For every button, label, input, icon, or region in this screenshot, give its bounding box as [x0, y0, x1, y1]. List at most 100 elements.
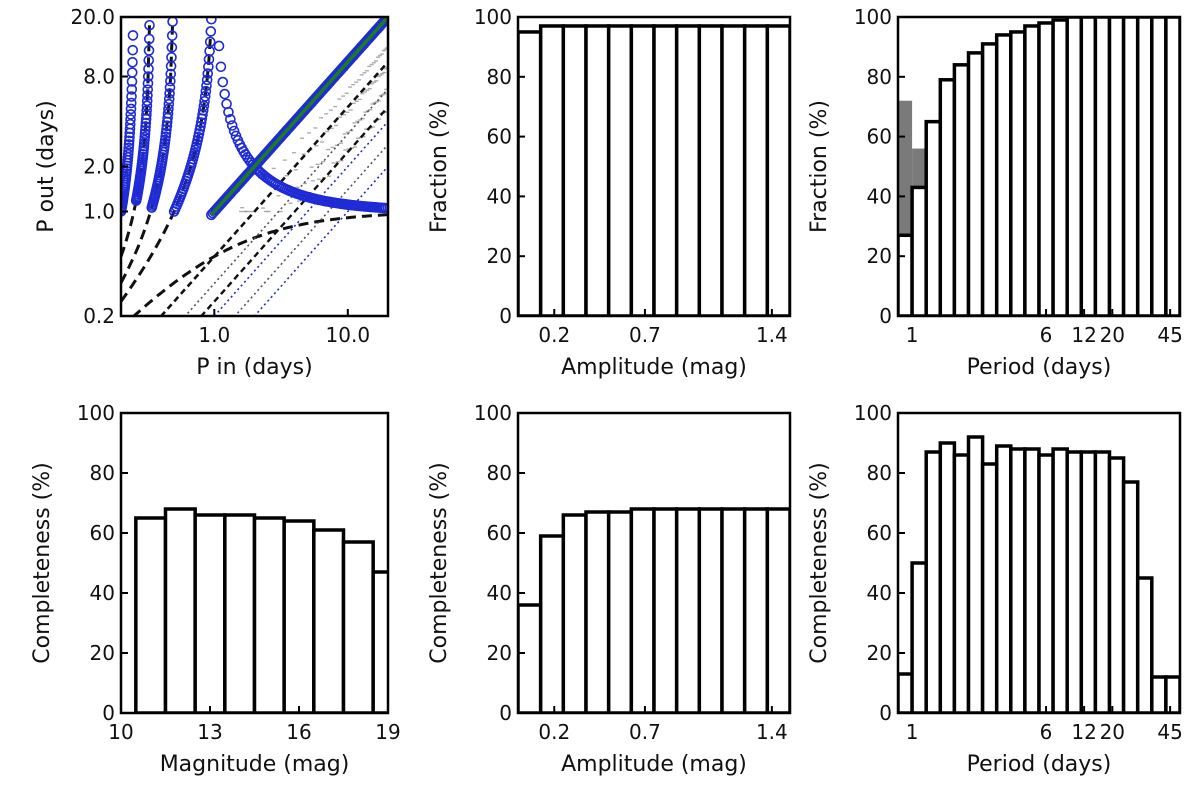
recovered-point: [160, 127, 172, 139]
alias-point: [334, 124, 339, 127]
x-tick-label: 6: [1040, 720, 1053, 744]
alias-point: [365, 89, 370, 91]
recovered-point: [166, 52, 177, 63]
x-tick-label: 1.0: [198, 323, 230, 347]
alias-point: [325, 130, 330, 133]
y-tick-label: 80: [867, 461, 892, 485]
alias-line-1: [199, 106, 388, 316]
bar-cumulative-4: [606, 24, 634, 316]
bar-cumulative-6: [652, 24, 679, 316]
alias-point: [355, 120, 360, 123]
alias-point: [370, 126, 375, 128]
bar-cumulative-10: [1037, 21, 1055, 316]
alias-line-3: [121, 34, 213, 303]
alias-point: [329, 127, 334, 130]
alias-point: [318, 117, 323, 119]
x-tick-label: 1: [906, 720, 919, 744]
faint-alias-points: [235, 23, 388, 213]
recovered-point: [199, 95, 210, 107]
recovered-point: [160, 131, 171, 142]
y-axis-label: P out (days): [34, 100, 59, 232]
y-axis-label: Completeness (%): [30, 462, 55, 664]
alias-point: [320, 141, 325, 143]
y-tick-label: 20: [487, 244, 512, 268]
alias-point: [382, 93, 387, 95]
alias-point: [354, 100, 359, 103]
bar-completeness-9: [1023, 447, 1041, 713]
recovered-point: [143, 45, 155, 56]
bar-completeness-14: [1093, 450, 1112, 713]
x-axis-label: Period (days): [967, 355, 1112, 380]
bar-cumulative-5: [966, 51, 985, 316]
recovered-point: [228, 125, 240, 137]
x-tick-label: 45: [1157, 720, 1182, 744]
alias-point: [379, 53, 384, 55]
alias-point: [313, 127, 318, 129]
axes-frame: [119, 411, 390, 715]
x-tick-label: 10.0: [326, 323, 371, 347]
bar-completeness-5: [966, 435, 985, 713]
bar-cumulative-7: [994, 33, 1013, 316]
bar-cumulative-18: [1150, 17, 1168, 316]
alias-point: [376, 75, 381, 78]
y-tick-label: 40: [487, 581, 512, 605]
alias-point: [352, 122, 357, 124]
x-tick-label: 16: [286, 720, 311, 744]
alias-point: [351, 83, 356, 86]
alias-point: [342, 133, 347, 135]
x-tick-label: 20: [1100, 720, 1125, 744]
bar-cumulative-2: [924, 119, 943, 316]
chart-p2: 0.2 0.7 1.4 0 20 40 60 80 100 Amplitude (mag) Frac…: [427, 5, 792, 380]
alias-point: [337, 98, 342, 100]
bar-completeness-11: [765, 507, 790, 713]
plot-area: [518, 24, 790, 316]
y-axis-label: Fraction (%): [807, 100, 832, 233]
recovered-point: [140, 117, 152, 129]
alias-point: [374, 80, 379, 82]
bar-completeness-6: [652, 507, 679, 713]
recovered-point: [223, 106, 234, 118]
y-tick-label: 2.0: [83, 155, 115, 179]
recovered-point: [141, 100, 153, 112]
recovered-point: [126, 67, 138, 78]
y-tick-label: 40: [90, 581, 115, 605]
recovered-point: [166, 30, 178, 41]
y-tick-label: 40: [867, 581, 892, 605]
bar-completeness-10: [742, 507, 770, 713]
bar-completeness-1: [910, 561, 928, 713]
y-tick-label: 60: [487, 521, 512, 545]
recovered-point: [165, 68, 177, 80]
recovered-point: [140, 125, 151, 136]
bar-completeness-2: [561, 513, 588, 713]
bar-cumulative-9: [1023, 24, 1041, 316]
y-tick-label: 100: [77, 401, 115, 425]
plot-area: [134, 507, 388, 713]
recovered-point: [142, 71, 154, 82]
y-tick-label: 80: [487, 461, 512, 485]
chart-p5: 0.2 0.7 1.4 0 20 40 60 80 100 Amplitude (mag) Comp…: [427, 401, 792, 777]
alias-point: [345, 111, 350, 113]
alias-point: [370, 83, 375, 85]
alias-point: [296, 200, 301, 202]
bar-cumulative-8: [1009, 30, 1027, 316]
recovered-point: [140, 121, 151, 133]
harmonic-dotted-line-1: [213, 120, 388, 316]
bar-cumulative-19: [1164, 17, 1180, 316]
identity-line: [210, 17, 388, 216]
alias-point: [358, 119, 363, 121]
plot-area: [518, 507, 790, 713]
alias-point: [310, 180, 315, 182]
alias-point: [261, 207, 266, 209]
recovered-point: [123, 135, 135, 147]
alias-point: [316, 178, 321, 180]
alias-point: [384, 111, 388, 113]
bar-cumulative-13: [1079, 17, 1098, 316]
alias-point: [370, 103, 375, 105]
bar-cumulative-3: [584, 24, 611, 316]
bar-completeness-4: [952, 453, 971, 713]
recovered-point: [201, 74, 213, 86]
bar-completeness-8: [697, 507, 724, 713]
recovered-point: [123, 142, 135, 154]
chart-p1: 1.0 10.0 0.2 1.0 2.0 8.0 20.0 P in (days) P out …: [34, 5, 390, 380]
